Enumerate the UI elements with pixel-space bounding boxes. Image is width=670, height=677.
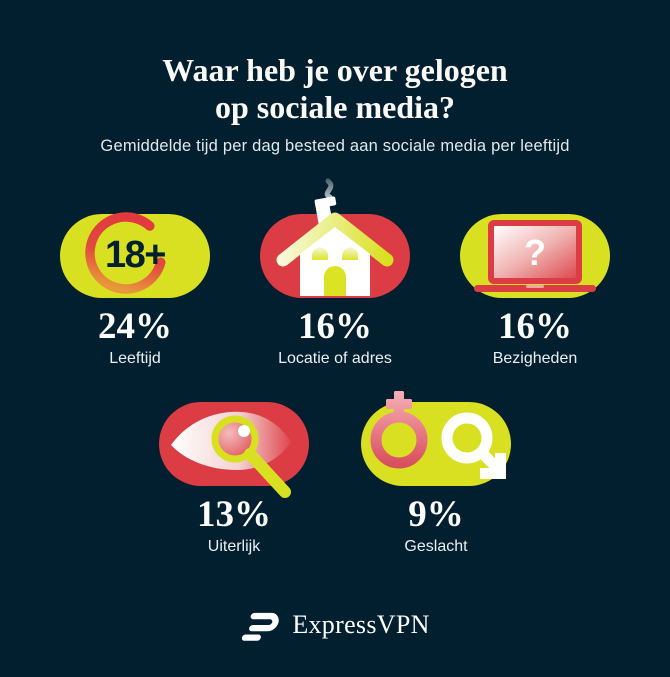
stat-pill-locatie bbox=[260, 178, 410, 298]
stat-leeftijd: 18+ 24% Leeftijd bbox=[60, 212, 210, 368]
laptop-notch-shape bbox=[526, 285, 544, 288]
expressvpn-logo-icon bbox=[242, 612, 280, 641]
expressvpn-wordmark: ExpressVPN bbox=[292, 610, 430, 639]
stat-locatie: 16% Locatie of adres bbox=[260, 178, 410, 368]
magnifier-handle-shape bbox=[244, 448, 291, 498]
stat-label: Bezigheden bbox=[492, 350, 578, 367]
door-shape bbox=[324, 266, 346, 296]
lens-highlight-shape bbox=[238, 425, 250, 437]
window-right-shape bbox=[342, 247, 358, 260]
male-symbol-shape bbox=[441, 412, 506, 479]
stat-uiterlijk: 13% Uiterlijk bbox=[159, 402, 309, 556]
smoke-shape bbox=[324, 178, 334, 200]
laptop-question-icon: ? bbox=[474, 220, 596, 292]
stat-geslacht: 9% Geslacht bbox=[361, 391, 511, 556]
stat-percent: 9% bbox=[408, 494, 464, 535]
laptop-screen-shape bbox=[494, 226, 576, 278]
stat-percent: 13% bbox=[197, 494, 271, 535]
stat-pill-geslacht bbox=[361, 391, 511, 486]
stat-pill-uiterlijk bbox=[159, 402, 309, 498]
stat-label: Leeftijd bbox=[109, 350, 161, 367]
stats-row-1: 18+ 24% Leeftijd bbox=[0, 178, 670, 368]
stat-label: Geslacht bbox=[404, 538, 468, 555]
stat-percent: 24% bbox=[98, 306, 172, 347]
brand-logo: ExpressVPN bbox=[0, 606, 670, 644]
stat-label: Locatie of adres bbox=[278, 350, 392, 367]
house-icon bbox=[276, 178, 394, 296]
house-body-shape bbox=[300, 227, 370, 296]
stat-pill-bezigheden: ? bbox=[460, 214, 610, 298]
stat-percent: 16% bbox=[498, 306, 572, 347]
question-mark: ? bbox=[524, 232, 546, 273]
window-left-shape bbox=[312, 247, 328, 260]
stat-pill-leeftijd: 18+ bbox=[60, 212, 210, 298]
gender-symbols-icon bbox=[370, 391, 506, 479]
title-line-1: Waar heb je over gelogen bbox=[162, 52, 508, 88]
badge-18plus: 18+ bbox=[105, 234, 165, 276]
title-line-2: op sociale media? bbox=[215, 89, 455, 125]
age-18plus-icon: 18+ bbox=[85, 212, 167, 294]
stat-percent: 16% bbox=[298, 306, 372, 347]
eye-magnifier-icon bbox=[171, 411, 291, 498]
female-symbol-shape bbox=[370, 391, 428, 469]
stat-label: Uiterlijk bbox=[207, 538, 261, 555]
stats-row-2: 13% Uiterlijk bbox=[0, 391, 670, 556]
stat-bezigheden: ? 16% Bezigheden bbox=[460, 214, 610, 368]
page-title: Waar heb je over gelogen op sociale medi… bbox=[0, 0, 670, 126]
subtitle: Gemiddelde tijd per dag besteed aan soci… bbox=[100, 137, 570, 155]
laptop-base-shape bbox=[474, 285, 596, 292]
roof-shape bbox=[276, 212, 394, 267]
